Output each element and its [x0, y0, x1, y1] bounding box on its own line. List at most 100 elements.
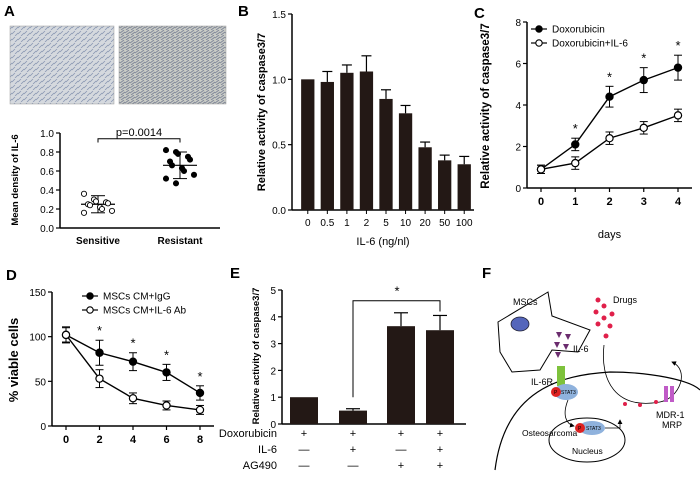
panel-c-data-point — [571, 158, 580, 168]
il6-label: IL-6 — [573, 344, 589, 354]
panel-d-y-label: % viable cells — [6, 318, 21, 403]
panel-label-e: E — [230, 265, 240, 282]
drug-efflux-arrow — [602, 344, 682, 404]
panel-a-data-point — [186, 156, 194, 163]
nuclear-stat3 — [579, 421, 605, 435]
panel-e-condition-sign: + — [437, 460, 443, 472]
panel-c-data-point — [605, 92, 614, 101]
panel-e-condition-sign: + — [398, 460, 404, 472]
panel-e-condition-label: AG490 — [243, 460, 277, 472]
panel-c-y-tick-label: 6 — [515, 60, 521, 71]
msc-label: MSCs — [513, 297, 538, 307]
drug-dots — [593, 297, 615, 339]
panel-b-y-label: Relative activity of caspase3/7 — [256, 33, 268, 191]
panel-e-y-label: Relative activity of caspase3/7 — [251, 288, 262, 425]
panel-a-y-tick-label: 0.6 — [40, 167, 54, 178]
mdr1-transporter — [664, 386, 668, 402]
panel-d-data-point — [195, 405, 205, 415]
panel-c-y-tick-label: 8 — [515, 18, 521, 29]
nucleus-label: Nucleus — [572, 446, 603, 456]
panel-a-y-label: Mean density of IL-6 — [10, 134, 21, 225]
panel-c-legend-label: Doxorubicin+IL-6 — [552, 39, 628, 50]
panel-c-data-point — [571, 140, 580, 149]
panel-a-p-value: p=0.0014 — [116, 127, 162, 139]
panel-d-x-tick-label: 6 — [163, 434, 169, 446]
panel-e-bar — [426, 330, 454, 424]
panel-c-significance-star: * — [607, 69, 612, 84]
panel-c-data-point — [605, 133, 614, 143]
panel-b-chart: 0.0 0.5 1.0 1.5 Relative activity of caspase… — [256, 10, 474, 248]
panel-e-condition-sign: — — [396, 444, 407, 456]
panel-a-data-point — [104, 200, 112, 207]
panel-d-data-point — [95, 374, 104, 383]
panel-d-chart: 0 50 100 150 0 2 4 6 8 * * * * MSCs CM+IgG MSCs CM+IL-… — [6, 288, 214, 446]
panel-a-significance-bracket — [97, 138, 181, 143]
panel-b-bar — [418, 147, 432, 210]
panel-c-y-label: Relative activity of caspase3/7 — [480, 23, 492, 189]
panel-f-diagram: MSCs IL-6 IL-6R P STAT3 Drugs MDR-1 MRP … — [494, 291, 700, 471]
msc-nucleus — [510, 316, 530, 332]
panel-d-y-tick-label: 150 — [29, 288, 46, 299]
panel-a-data-point — [190, 171, 198, 178]
drugs-label: Drugs — [613, 295, 638, 305]
panel-a-data-point — [108, 207, 116, 214]
panel-a-y-tick-label: 0.0 — [40, 224, 54, 235]
panel-a-data-point — [172, 180, 180, 187]
panel-e-bar — [339, 410, 367, 424]
panel-label-d: D — [6, 267, 17, 284]
panel-c-x-tick-label: 1 — [572, 196, 578, 208]
panel-b-x-tick-label: 2 — [364, 218, 370, 229]
panel-e-condition-sign: + — [350, 428, 356, 440]
drug-dots-inside — [623, 400, 658, 407]
panel-b-x-tick-label: 100 — [456, 218, 473, 229]
panel-e-y-tick-label: 3 — [270, 340, 276, 351]
panel-c-y-tick-label: 2 — [515, 143, 521, 154]
panel-d-significance-star: * — [130, 336, 135, 351]
panel-b-bar — [301, 79, 315, 210]
panel-c-y-tick-label: 0 — [515, 184, 521, 195]
panel-e-bar — [290, 397, 318, 424]
panel-d-data-point — [61, 330, 71, 340]
micrograph-sensitive — [9, 25, 115, 105]
translocation-arrow — [564, 399, 575, 428]
panel-c-x-label: days — [598, 229, 622, 241]
panel-e-significance-star: * — [394, 283, 399, 298]
phospho-label: P — [554, 390, 558, 396]
panel-e-chart: 0 1 2 3 4 5 Relative activity of caspase3/7 * Do… — [219, 283, 466, 472]
panel-b-y-tick-label: 0.0 — [272, 206, 286, 217]
panel-e-condition-sign: + — [398, 428, 404, 440]
panel-c-data-point — [639, 75, 648, 85]
panel-e-significance-bracket — [352, 300, 441, 398]
panel-c-chart: 0 2 4 6 8 0 1 2 3 4 days * * * * Doxorubicin Doxorubicin… — [480, 18, 692, 241]
panel-c-x-tick-label: 0 — [538, 196, 544, 208]
panel-e-condition-sign: + — [350, 444, 356, 456]
panel-d-significance-star: * — [97, 323, 102, 338]
panel-d-legend-label: MSCs CM+IL-6 Ab — [103, 306, 187, 317]
panel-b-bar — [398, 113, 413, 210]
panel-e-y-tick-label: 0 — [270, 420, 276, 431]
panel-a-category-label: Sensitive — [76, 236, 120, 247]
panel-c-data-point — [639, 123, 648, 133]
msc-cell — [497, 291, 591, 373]
panel-c-significance-star: * — [675, 38, 680, 53]
panel-d-data-point — [162, 401, 171, 410]
stat3-label: STAT3 — [561, 390, 576, 396]
panel-e-bar — [387, 326, 415, 424]
panel-d-legend-marker — [86, 306, 94, 314]
panel-e-condition-sign: — — [299, 444, 310, 456]
transcription-arrow — [605, 419, 623, 429]
panel-d-data-point — [95, 348, 104, 357]
panel-a-category-label: Resistant — [157, 236, 203, 247]
panel-c-legend-label: Doxorubicin — [552, 25, 605, 36]
panel-c-legend-marker — [535, 39, 543, 47]
stat3-bubble — [554, 384, 578, 400]
panel-e-y-tick-label: 4 — [270, 313, 276, 324]
cell-membrane — [494, 371, 700, 471]
panel-d-y-tick-label: 0 — [40, 422, 46, 433]
panel-d-x-tick-label: 0 — [63, 434, 69, 446]
panel-a-data-point — [162, 147, 170, 154]
panel-c-data-point — [536, 165, 546, 174]
panel-a-data-point — [168, 162, 176, 169]
